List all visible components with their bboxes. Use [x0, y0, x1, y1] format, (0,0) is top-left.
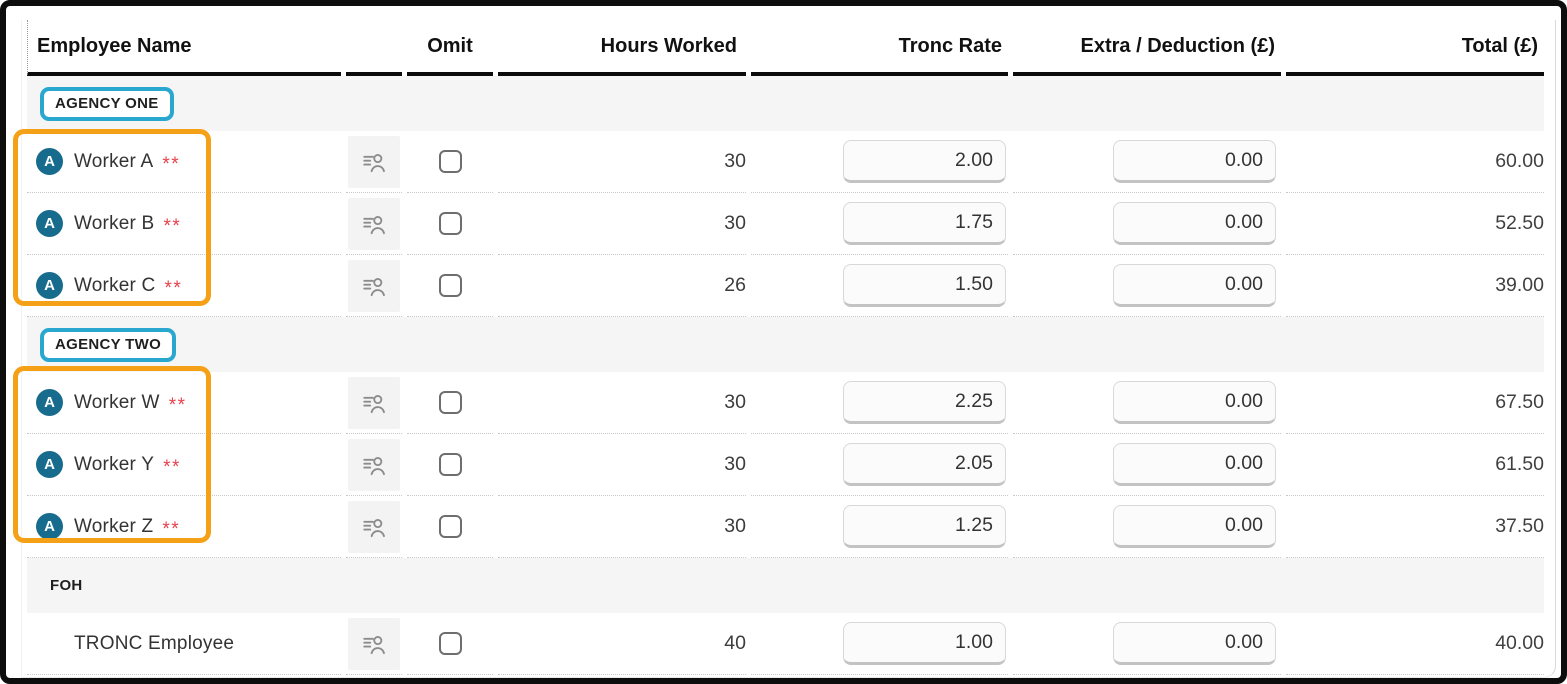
hours-worked: 26 — [498, 255, 746, 317]
extra-deduction-input[interactable] — [1113, 202, 1276, 245]
agency-avatar: A — [36, 210, 63, 237]
tronc-rate-input[interactable] — [843, 264, 1006, 307]
employee-name: Worker Z — [74, 515, 154, 537]
employee-name-cell: A Worker Z ** — [27, 496, 341, 558]
tronc-rate-input[interactable] — [843, 505, 1006, 548]
extra-deduction-input[interactable] — [1113, 264, 1276, 307]
user-list-icon — [363, 635, 385, 654]
agency-avatar: A — [36, 451, 63, 478]
tronc-rate-input[interactable] — [843, 381, 1006, 424]
omit-checkbox[interactable] — [438, 453, 462, 476]
employee-details-button[interactable] — [348, 135, 400, 188]
total-amount: 60.00 — [1286, 131, 1544, 193]
employee-details-button[interactable] — [348, 197, 400, 250]
required-marker: ** — [162, 153, 181, 175]
column-header-employee-name: Employee Name — [27, 20, 341, 76]
agency-avatar: A — [36, 272, 63, 299]
hours-worked: 30 — [498, 372, 746, 434]
total-amount: 67.50 — [1286, 372, 1544, 434]
omit-checkbox[interactable] — [438, 150, 462, 173]
hours-worked: 30 — [498, 434, 746, 496]
tronc-rate-input[interactable] — [843, 622, 1006, 665]
employee-row: A Worker W ** 30 — [27, 372, 1544, 434]
employee-row: A Worker C ** 26 — [27, 255, 1544, 317]
user-list-icon — [363, 518, 385, 537]
employee-details-button[interactable] — [348, 259, 400, 312]
required-marker: ** — [163, 215, 182, 237]
tronc-table: Employee Name Omit Hours Worked Tronc Ra… — [22, 20, 1549, 675]
required-marker: ** — [168, 394, 187, 416]
column-header-icon — [346, 20, 402, 76]
total-amount: 39.00 — [1286, 255, 1544, 317]
group-header-row: FOH — [27, 558, 1544, 613]
total-amount: 52.50 — [1286, 193, 1544, 255]
required-marker: ** — [164, 277, 183, 299]
column-header-hours-worked: Hours Worked — [498, 20, 746, 76]
employee-details-button[interactable] — [348, 376, 400, 429]
extra-deduction-input[interactable] — [1113, 443, 1276, 486]
tronc-table-card: Employee Name Omit Hours Worked Tronc Ra… — [21, 20, 1556, 678]
extra-deduction-input[interactable] — [1113, 381, 1276, 424]
user-list-icon — [363, 456, 385, 475]
omit-checkbox[interactable] — [438, 391, 462, 414]
required-marker: ** — [163, 456, 181, 478]
employee-name-cell: TRONC Employee — [27, 613, 341, 675]
employee-name-cell: A Worker B ** — [27, 193, 341, 255]
employee-details-button[interactable] — [348, 500, 400, 553]
employee-name: Worker C — [74, 274, 156, 296]
column-header-omit: Omit — [407, 20, 493, 76]
group-header-row: AGENCY ONE — [27, 76, 1544, 131]
employee-row: A Worker B ** 30 — [27, 193, 1544, 255]
employee-name: Worker A — [74, 150, 154, 172]
user-list-icon — [363, 215, 385, 234]
hours-worked: 30 — [498, 131, 746, 193]
hours-worked: 30 — [498, 496, 746, 558]
employee-row: A Worker Z ** 30 — [27, 496, 1544, 558]
total-amount: 61.50 — [1286, 434, 1544, 496]
column-header-total: Total (£) — [1286, 20, 1544, 76]
user-list-icon — [363, 394, 385, 413]
total-amount: 40.00 — [1286, 613, 1544, 675]
omit-checkbox[interactable] — [438, 515, 462, 538]
employee-name-cell: A Worker W ** — [27, 372, 341, 434]
agency-avatar: A — [36, 389, 63, 416]
employee-details-button[interactable] — [348, 617, 400, 670]
group-label: FOH — [50, 576, 83, 594]
employee-name-cell: A Worker C ** — [27, 255, 341, 317]
group-label: AGENCY TWO — [40, 327, 177, 362]
employee-row: A Worker A ** 30 — [27, 131, 1544, 193]
user-list-icon — [363, 153, 385, 172]
extra-deduction-input[interactable] — [1113, 140, 1276, 183]
hours-worked: 40 — [498, 613, 746, 675]
employee-name: Worker B — [74, 212, 155, 234]
tronc-rate-input[interactable] — [843, 140, 1006, 183]
employee-name: Worker W — [74, 391, 160, 413]
column-header-extra-deduction: Extra / Deduction (£) — [1013, 20, 1281, 76]
omit-checkbox[interactable] — [438, 632, 462, 655]
user-list-icon — [363, 277, 385, 296]
column-header-tronc-rate: Tronc Rate — [751, 20, 1008, 76]
extra-deduction-input[interactable] — [1113, 505, 1276, 548]
employee-name-cell: A Worker Y ** — [27, 434, 341, 496]
employee-row: TRONC Employee 40 40.00 — [27, 613, 1544, 675]
total-amount: 37.50 — [1286, 496, 1544, 558]
employee-name: TRONC Employee — [74, 632, 235, 654]
omit-checkbox[interactable] — [438, 274, 462, 297]
tronc-rate-input[interactable] — [843, 443, 1006, 486]
employee-details-button[interactable] — [348, 438, 400, 491]
agency-avatar: A — [36, 513, 63, 540]
omit-checkbox[interactable] — [438, 212, 462, 235]
employee-name-cell: A Worker A ** — [27, 131, 341, 193]
table-header-row: Employee Name Omit Hours Worked Tronc Ra… — [27, 20, 1544, 76]
group-header-row: AGENCY TWO — [27, 317, 1544, 372]
tronc-rate-input[interactable] — [843, 202, 1006, 245]
hours-worked: 30 — [498, 193, 746, 255]
extra-deduction-input[interactable] — [1113, 622, 1276, 665]
required-marker: ** — [162, 518, 181, 540]
employee-row: A Worker Y ** 30 — [27, 434, 1544, 496]
employee-name: Worker Y — [74, 453, 155, 475]
group-label: AGENCY ONE — [40, 86, 174, 121]
agency-avatar: A — [36, 148, 63, 175]
